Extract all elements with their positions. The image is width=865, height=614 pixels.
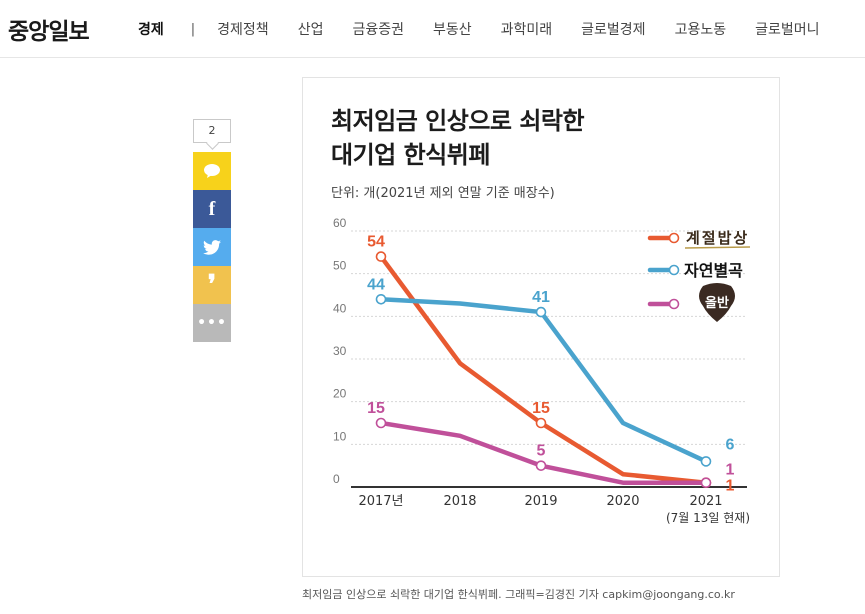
- x-tick-label: 2020: [606, 494, 639, 509]
- x-tick-sublabel: (7월 13일 현재): [666, 511, 750, 525]
- more-share-button[interactable]: •••: [193, 304, 231, 342]
- legend-marker-2: [668, 298, 680, 310]
- site-logo[interactable]: 중앙일보: [8, 19, 90, 45]
- legend-marker-0: [668, 232, 680, 244]
- nav-item-7[interactable]: 고용노동: [674, 22, 727, 38]
- data-point: [535, 417, 547, 429]
- twitter-bird-icon: [203, 239, 221, 255]
- y-tick-label: 30: [333, 344, 347, 358]
- share-bar: 2 f ❜ •••: [193, 119, 231, 342]
- y-tick-label: 60: [333, 216, 347, 230]
- y-tick-label: 20: [333, 387, 347, 401]
- nav-item-1[interactable]: 경제정책: [217, 22, 269, 38]
- data-label: 15: [532, 400, 550, 417]
- infographic-card: 최저임금 인상으로 쇠락한 대기업 한식뷔페 단위: 개(2021년 제외 연말…: [302, 77, 780, 577]
- data-label: 44: [367, 276, 385, 293]
- x-tick-label: 2018: [443, 494, 476, 509]
- nav-item-2[interactable]: 산업: [297, 22, 324, 38]
- subsection-list: 경제정책 산업 금융증권 부동산 과학미래 글로벌경제 고용노동 글로벌머니: [217, 19, 819, 39]
- x-tick-label: 2021: [689, 494, 722, 509]
- chart-title-line-2: 대기업 한식뷔페: [331, 141, 490, 169]
- data-label: 5: [537, 443, 546, 460]
- nav-separator: |: [190, 21, 196, 37]
- legend-label-1: 자연별곡: [684, 261, 743, 280]
- chart-unit-note: 단위: 개(2021년 제외 연말 기준 매장수): [331, 186, 555, 201]
- y-tick-label: 40: [333, 301, 347, 315]
- data-point: [375, 293, 387, 305]
- line-chart: 0 10 20 30 40 50 60 2017년 2018 2019 2020 2021 (7월 13…: [333, 216, 751, 525]
- y-tick-label: 50: [333, 259, 347, 273]
- quote-share-button[interactable]: ❜: [193, 266, 231, 304]
- kakao-bubble-icon: [204, 164, 220, 178]
- nav-item-4[interactable]: 부동산: [432, 22, 472, 38]
- nav-item-current-section[interactable]: 경제: [138, 22, 164, 38]
- legend-logo-underline: [684, 246, 751, 249]
- facebook-icon: f: [208, 197, 216, 220]
- legend-label-0: 계절밥상: [686, 229, 749, 247]
- x-tick-label: 2017년: [358, 494, 403, 509]
- chart-title-line-1: 최저임금 인상으로 쇠락한: [331, 107, 585, 135]
- data-label: 15: [367, 400, 385, 417]
- y-tick-label: 0: [333, 472, 340, 486]
- nav-item-5[interactable]: 과학미래: [500, 22, 553, 38]
- legend-label-2: 올반: [705, 295, 729, 311]
- data-label: 41: [532, 289, 550, 306]
- comment-count-badge[interactable]: 2: [193, 119, 231, 143]
- kakao-share-button[interactable]: [193, 152, 231, 190]
- data-point: [375, 251, 387, 262]
- twitter-share-button[interactable]: [193, 228, 231, 266]
- section-nav: 경제 | 경제정책 산업 금융증권 부동산 과학미래 글로벌경제 고용노동 글로벌머니: [138, 17, 820, 41]
- site-header: 중앙일보 경제 | 경제정책 산업 금융증권 부동산 과학미래 글로벌경제 고용노동 글로벌머…: [0, 0, 865, 58]
- nav-item-8[interactable]: 글로벌머니: [755, 22, 820, 38]
- more-dots-icon: •••: [197, 315, 227, 331]
- data-point: [535, 460, 547, 471]
- data-label: 1: [726, 478, 735, 495]
- data-point: [375, 417, 387, 429]
- y-tick-label: 10: [333, 429, 347, 443]
- data-point: [700, 477, 712, 489]
- chart-title: 최저임금 인상으로 쇠락한 대기업 한식뷔페: [331, 104, 585, 172]
- data-label: 6: [726, 436, 735, 453]
- data-point: [535, 306, 547, 318]
- image-caption: 최저임금 인상으로 쇠락한 대기업 한식뷔페. 그래픽=김경진 기자 capki…: [302, 588, 735, 601]
- nav-item-3[interactable]: 금융증권: [352, 22, 404, 38]
- legend-marker-1: [668, 264, 680, 276]
- nav-item-6[interactable]: 글로벌경제: [581, 22, 646, 38]
- x-tick-label: 2019: [524, 494, 557, 509]
- data-label: 1: [726, 462, 735, 479]
- legend-logo-badge: [699, 283, 735, 322]
- facebook-share-button[interactable]: f: [193, 190, 231, 228]
- data-label: 54: [367, 234, 385, 251]
- quote-icon: ❜: [207, 270, 217, 299]
- data-point: [700, 456, 712, 467]
